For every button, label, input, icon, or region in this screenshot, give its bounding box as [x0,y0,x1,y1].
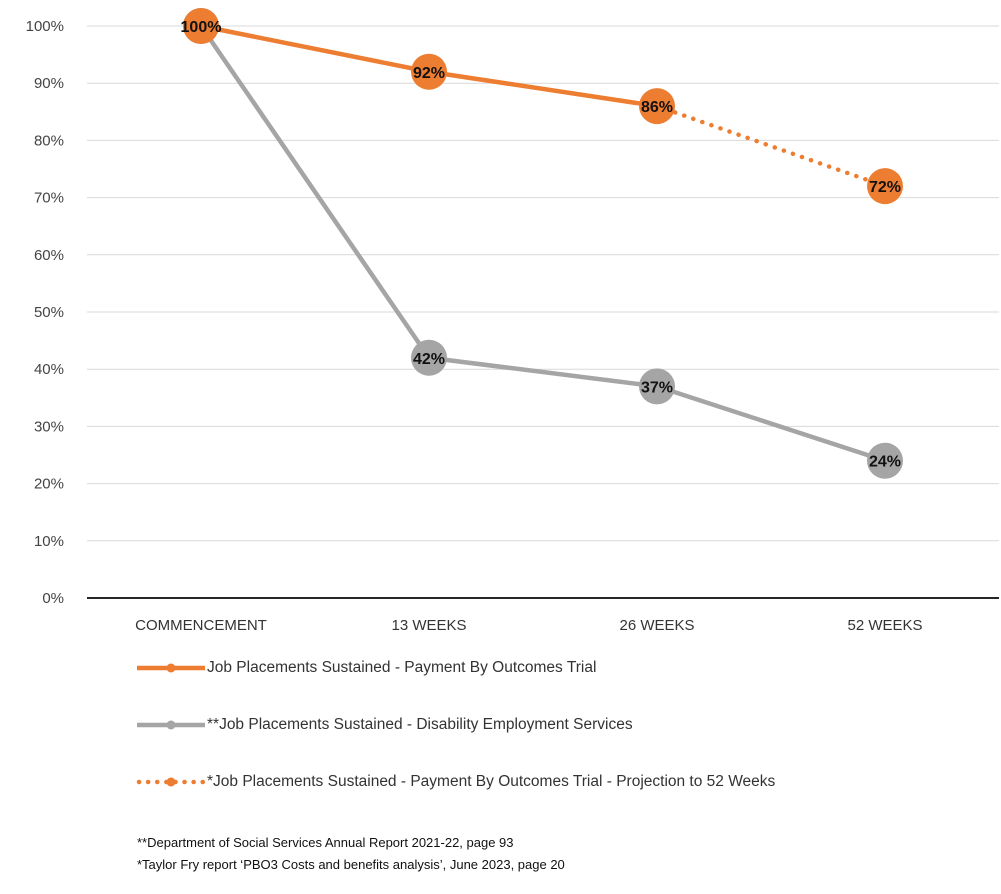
y-tick-label: 60% [34,247,64,264]
y-tick-label: 0% [42,590,64,607]
legend-label: *Job Placements Sustained - Payment By O… [207,773,776,790]
legend-swatch-solid-gray [137,720,205,730]
data-point [867,168,903,205]
data-label: 86% [641,99,673,116]
legend-label: Job Placements Sustained - Payment By Ou… [207,659,597,676]
data-label: 37% [641,379,673,396]
x-tick-label: 52 WEEKS [847,617,922,634]
data-label: 72% [869,179,901,196]
series-layer [199,23,888,463]
data-label: 92% [413,65,445,82]
x-tick-label: 26 WEEKS [619,617,694,634]
legend-item-projection: *Job Placements Sustained - Payment By O… [135,767,995,797]
data-point [411,339,447,376]
data-point [411,53,447,90]
data-point [639,368,675,405]
y-axis: 0% 10% 20% 30% 40% 50% 60% 70% 80% 90% 100% [26,18,64,607]
legend-item-des: **Job Placements Sustained - Disability … [135,710,995,740]
footnote-des-source: **Department of Social Services Annual R… [137,835,514,850]
y-tick-label: 80% [34,132,64,149]
footnote-projection-source: *Taylor Fry report ‘PBO3 Costs and benef… [137,857,565,872]
legend-swatch-dotted-orange [136,777,207,787]
data-label: 42% [413,351,445,368]
y-tick-label: 70% [34,190,64,207]
y-tick-label: 30% [34,418,64,435]
y-tick-label: 20% [34,476,64,493]
x-axis: COMMENCEMENT 13 WEEKS 26 WEEKS 52 WEEKS [87,597,999,634]
y-tick-label: 50% [34,304,64,321]
legend-item-pbo-trial: Job Placements Sustained - Payment By Ou… [135,653,995,683]
series-line [654,103,888,189]
y-tick-label: 10% [34,533,64,550]
series-line [199,24,886,463]
data-point [183,8,219,44]
footnotes: **Department of Social Services Annual R… [137,832,565,876]
points-layer: 100%42%37%24%100%92%86%72% [181,8,903,479]
legend-label: **Job Placements Sustained - Disability … [207,716,633,733]
x-tick-label: 13 WEEKS [391,617,466,634]
y-tick-label: 40% [34,361,64,378]
legend-swatch-solid-orange [137,663,205,673]
data-label: 24% [869,454,901,471]
data-point [867,442,903,479]
line-chart: 0% 10% 20% 30% 40% 50% 60% 70% 80% 90% 100% COMMEN… [26,8,999,634]
data-label: 100% [181,19,222,36]
data-point [639,88,675,125]
x-tick-label: COMMENCEMENT [135,617,267,634]
y-tick-label: 100% [26,18,64,35]
gridlines [87,25,999,542]
y-tick-label: 90% [34,75,64,92]
